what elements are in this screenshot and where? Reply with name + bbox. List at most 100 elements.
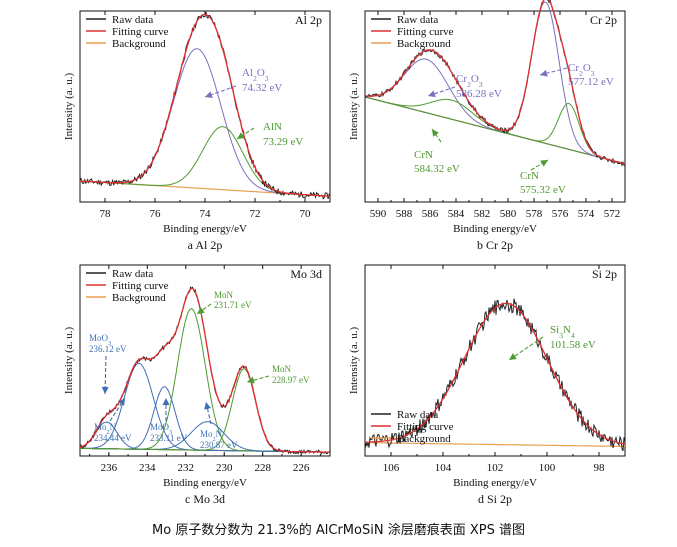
x-tick-label: 78 bbox=[100, 208, 112, 220]
x-tick-label: 236 bbox=[101, 462, 118, 474]
al2p-title: Al 2p bbox=[295, 13, 322, 27]
legend-entry: Raw data bbox=[112, 268, 153, 280]
legend-entry: Raw data bbox=[397, 409, 438, 421]
peak-component bbox=[364, 96, 626, 165]
mo3d-xlabel: Binding energy/eV bbox=[163, 477, 247, 489]
annotation-arrow-head bbox=[540, 160, 548, 167]
x-tick-label: 226 bbox=[293, 462, 310, 474]
annotation-arrow-head bbox=[197, 307, 205, 314]
x-tick-label: 574 bbox=[578, 208, 595, 220]
annotation-energy: 575.32 eV bbox=[520, 184, 566, 196]
annotation-energy: 234.44 eV bbox=[94, 433, 132, 443]
annotation-energy: 577.12 eV bbox=[568, 76, 614, 88]
mo3d-subtitle: c Mo 3d bbox=[185, 492, 225, 506]
x-tick-label: 74 bbox=[200, 208, 212, 220]
x-tick-label: 576 bbox=[552, 208, 569, 220]
annotation-arrow-head bbox=[118, 398, 125, 406]
legend-entry: Background bbox=[112, 292, 166, 304]
mo3d-ylabel: Intensity (a. u.) bbox=[63, 327, 75, 395]
annotation-species: MoO3 bbox=[150, 422, 172, 436]
x-tick-label: 588 bbox=[396, 208, 413, 220]
cr2p-xlabel: Binding energy/eV bbox=[453, 223, 537, 235]
annotation-species: Si3N4 bbox=[550, 324, 575, 340]
annotation-species: MoN bbox=[214, 290, 234, 300]
annotation-arrow-head bbox=[428, 90, 436, 98]
x-tick-label: 228 bbox=[254, 462, 271, 474]
x-tick-label: 586 bbox=[422, 208, 439, 220]
mo3d-x-axis: 236 234 232 230 228 226 bbox=[89, 265, 321, 474]
x-tick-label: 100 bbox=[539, 462, 556, 474]
annotation-species: Al2O3 bbox=[242, 67, 269, 83]
annotation-species: CrN bbox=[520, 170, 539, 182]
annotation-arrow bbox=[539, 67, 568, 76]
legend-entry: Fitting curve bbox=[397, 421, 454, 433]
annotation-energy: 584.32 eV bbox=[414, 163, 460, 175]
annotation-arrow-head bbox=[432, 129, 439, 137]
mo3d-panel: 236 234 232 230 228 226 Binding energy/eV Inten… bbox=[63, 264, 331, 506]
fitting-curve-line bbox=[79, 287, 330, 453]
cr2p-x-axis: 590 588 586 584 582 580 578 576 574 572 bbox=[364, 11, 626, 220]
figure-caption: Mo 原子数分数为 21.3%的 AlCrMoSiN 涂层磨痕表面 XPS 谱图 bbox=[152, 523, 525, 538]
annotation-energy: 101.58 eV bbox=[550, 339, 596, 351]
annotation-arrow-head bbox=[247, 376, 255, 384]
annotation-arrow bbox=[530, 159, 549, 171]
annotation-arrow-head bbox=[540, 69, 548, 77]
fitting-curve-line bbox=[365, 302, 626, 445]
x-tick-label: 232 bbox=[178, 462, 195, 474]
annotation-energy: 228.97 eV bbox=[272, 375, 310, 385]
fitting-curve-line bbox=[80, 13, 331, 197]
x-tick-label: 98 bbox=[594, 462, 606, 474]
annotation-arrow-head bbox=[509, 353, 517, 360]
x-tick-label: 584 bbox=[448, 208, 465, 220]
si2p-x-axis: 106 104 102 100 98 bbox=[364, 265, 626, 474]
x-tick-label: 582 bbox=[474, 208, 491, 220]
legend-entry: Raw data bbox=[112, 14, 153, 26]
raw-data-line bbox=[364, 298, 626, 452]
legend-entry: Raw data bbox=[397, 14, 438, 26]
background-line bbox=[365, 442, 625, 447]
annotation-species: Cr2O3 bbox=[456, 73, 483, 89]
legend-entry: Background bbox=[397, 433, 451, 445]
fitting-curve-line bbox=[364, 0, 626, 165]
annotation-arrow-head bbox=[237, 132, 245, 139]
al2p-subtitle: a Al 2p bbox=[188, 238, 223, 252]
x-tick-label: 104 bbox=[435, 462, 452, 474]
cr2p-curves bbox=[364, 0, 626, 167]
legend-entry: Fitting curve bbox=[112, 280, 169, 292]
legend-entry: Background bbox=[397, 38, 451, 50]
al2p-xlabel: Binding energy/eV bbox=[163, 223, 247, 235]
x-tick-label: 230 bbox=[216, 462, 233, 474]
annotation-species: CrN bbox=[414, 149, 433, 161]
annotation-arrow bbox=[236, 127, 255, 140]
annotation-arrow bbox=[508, 336, 544, 361]
si2p-curves bbox=[364, 298, 626, 452]
annotation-arrow-head bbox=[162, 398, 170, 405]
annotation-arrow-head bbox=[101, 386, 109, 394]
x-tick-label: 578 bbox=[526, 208, 543, 220]
x-tick-label: 72 bbox=[250, 208, 261, 220]
peak-component bbox=[80, 48, 331, 197]
si2p-xlabel: Binding energy/eV bbox=[453, 477, 537, 489]
annotation-energy: 236.12 eV bbox=[89, 344, 127, 354]
cr2p-panel: 590 588 586 584 582 580 578 576 574 572 Binding en… bbox=[348, 0, 626, 252]
cr2p-ylabel: Intensity (a. u.) bbox=[348, 73, 360, 141]
si2p-panel: 106 104 102 100 98 Binding energy/eV Intensity… bbox=[348, 264, 626, 506]
annotation-species: Cr2O3 bbox=[568, 62, 595, 78]
x-tick-label: 234 bbox=[139, 462, 156, 474]
cr2p-subtitle: b Cr 2p bbox=[477, 238, 513, 252]
annotation-energy: 73.29 eV bbox=[263, 136, 303, 148]
annotation-arrow-head bbox=[205, 91, 213, 98]
annotation-energy: 231.71 eV bbox=[214, 300, 252, 310]
si2p-subtitle: d Si 2p bbox=[478, 492, 512, 506]
x-tick-label: 102 bbox=[487, 462, 504, 474]
x-tick-label: 590 bbox=[370, 208, 387, 220]
annotation-species: Mo2N bbox=[200, 429, 223, 443]
annotation-energy: 586.28 eV bbox=[456, 88, 502, 100]
